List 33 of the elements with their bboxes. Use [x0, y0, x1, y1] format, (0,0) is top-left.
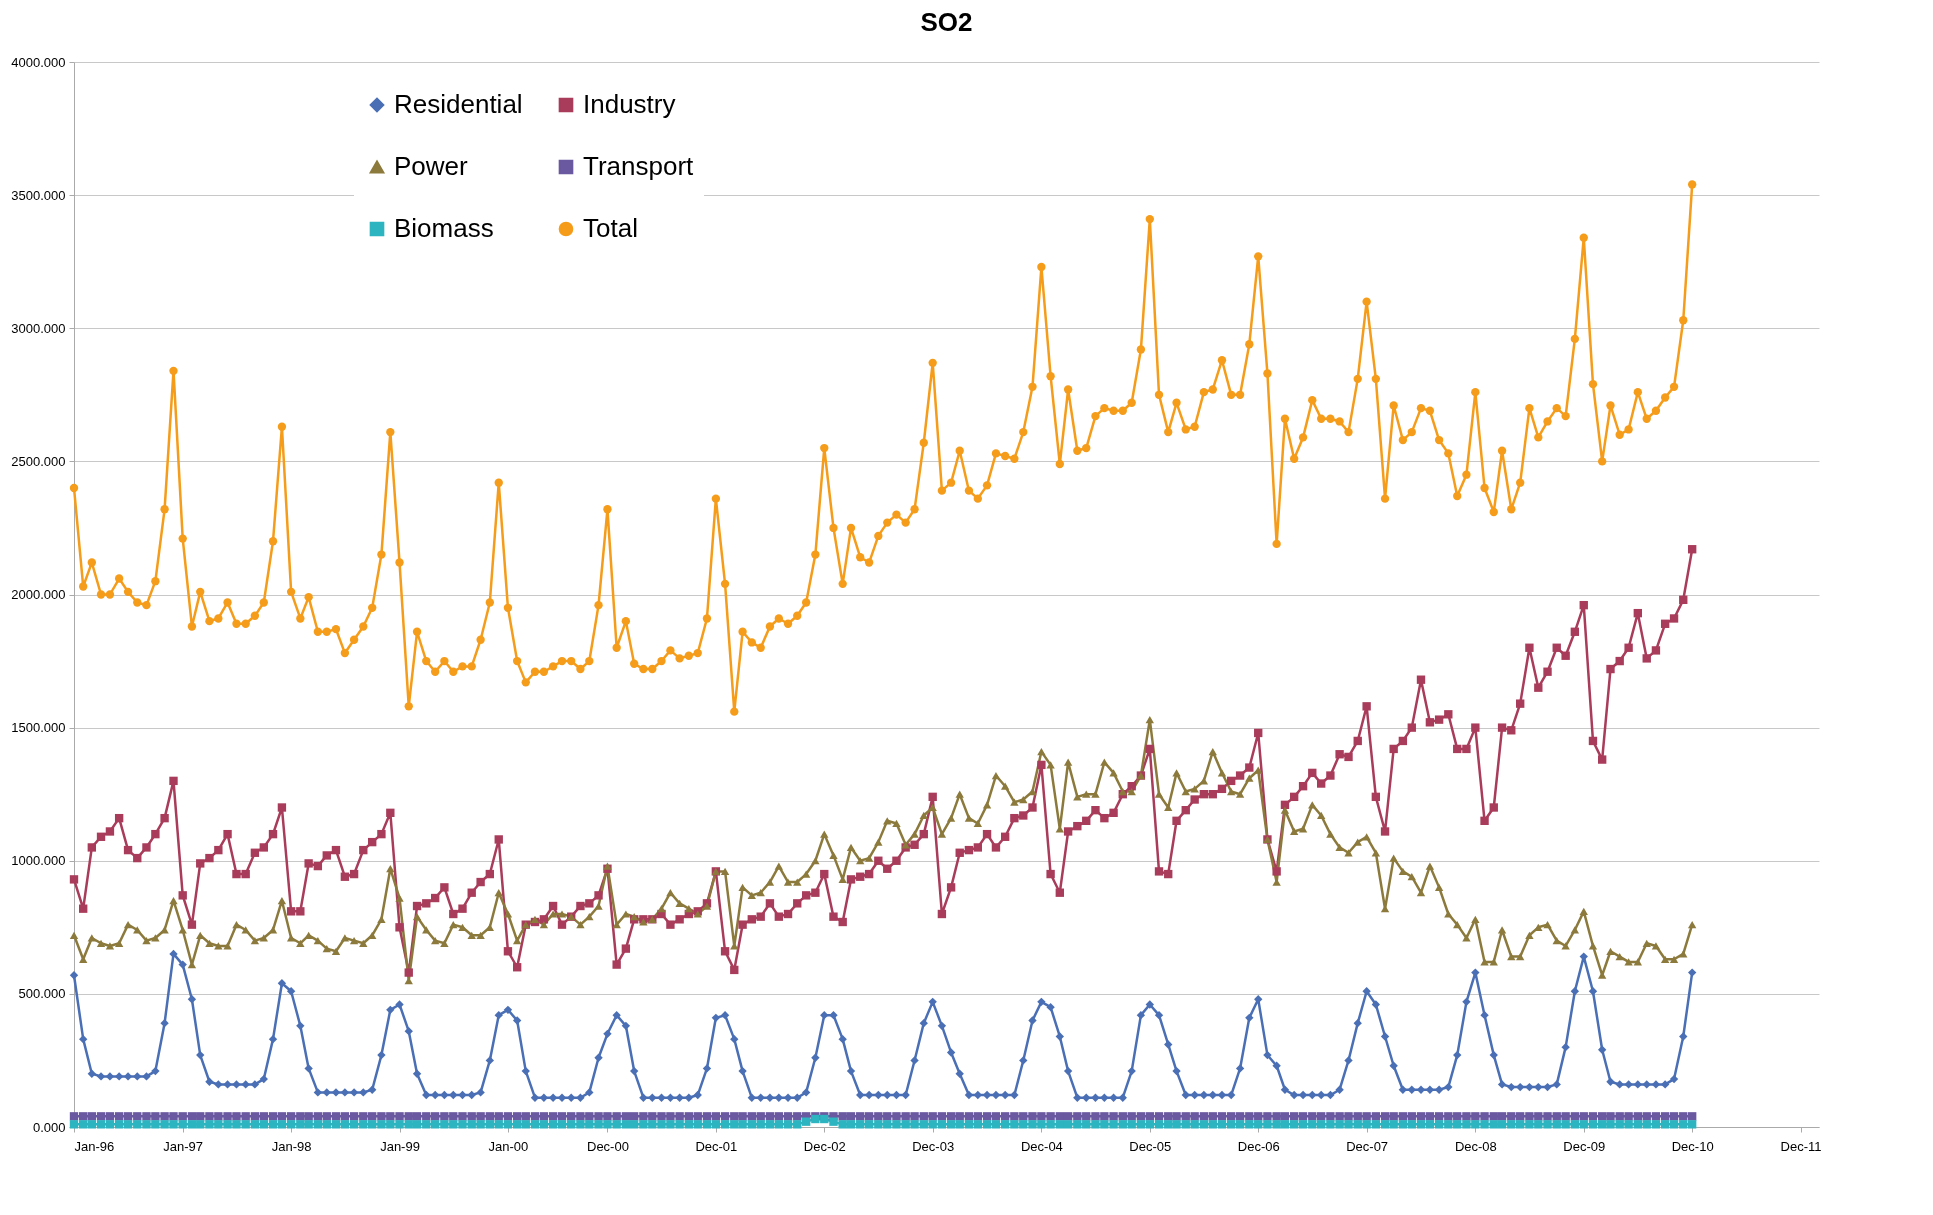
x-tick-label: Dec-07: [1346, 1138, 1389, 1154]
legend-label: Residential: [394, 89, 523, 119]
y-tick-label: 2500.000: [11, 453, 66, 469]
x-tick-label: Jan-00: [488, 1138, 529, 1154]
y-tick-label: 3000.000: [11, 320, 66, 336]
x-tick-label: Jan-96: [74, 1138, 115, 1154]
x-tick-label: Dec-11: [1780, 1138, 1822, 1154]
x-tick-label: Jan-99: [380, 1138, 420, 1154]
legend-label: Power: [394, 151, 469, 181]
y-tick-label: 500.000: [18, 986, 66, 1002]
y-tick-label: 4000.000: [11, 54, 66, 70]
legend-label: Industry: [583, 89, 676, 119]
chart-title: SO2: [920, 7, 973, 37]
y-tick-label: 3500.000: [11, 187, 66, 203]
x-tick-label: Dec-00: [586, 1138, 629, 1154]
y-tick-label: 1000.000: [11, 853, 66, 869]
legend-label: Transport: [583, 151, 695, 181]
x-tick-label: Dec-09: [1563, 1138, 1606, 1154]
x-tick-label: Dec-03: [912, 1138, 955, 1154]
x-tick-label: Jan-97: [163, 1138, 204, 1154]
x-tick-label: Dec-10: [1671, 1138, 1714, 1154]
x-tick-label: Dec-06: [1237, 1138, 1280, 1154]
y-tick-label: 0.000: [32, 1119, 66, 1135]
y-tick-label: 1500.000: [11, 720, 66, 736]
legend-label: Total: [583, 213, 638, 243]
y-tick-label: 2000.000: [11, 587, 66, 602]
x-tick-label: Dec-08: [1454, 1138, 1497, 1154]
x-tick-label: Dec-02: [803, 1138, 846, 1154]
x-tick-label: Dec-05: [1129, 1138, 1172, 1154]
x-tick-label: Dec-04: [1020, 1138, 1063, 1154]
x-tick-label: Jan-98: [271, 1138, 312, 1154]
x-tick-label: Dec-01: [695, 1138, 738, 1154]
legend-label: Biomass: [394, 213, 494, 243]
